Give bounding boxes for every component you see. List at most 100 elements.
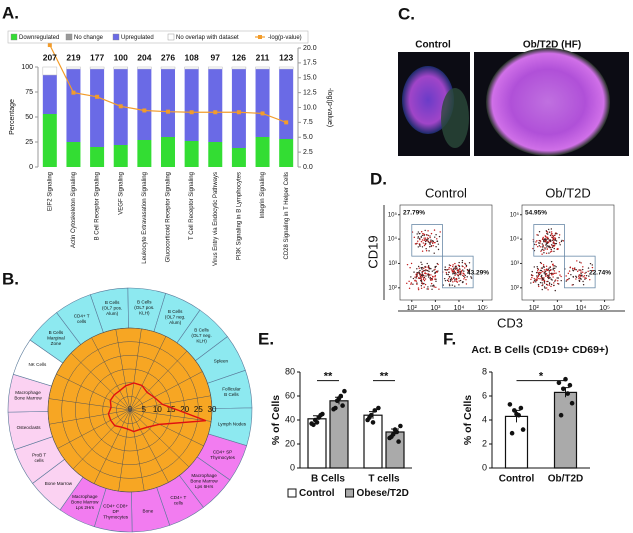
event-dot (568, 277, 570, 280)
event-dot (452, 265, 454, 268)
event-dot (562, 240, 565, 242)
event-dot (429, 246, 431, 248)
chart-title: Act. B Cells (CD19+ CD69+) (471, 344, 608, 356)
y-tick-label: 100 (21, 64, 33, 71)
line-marker (284, 120, 289, 125)
event-dot (416, 268, 418, 270)
event-dot (430, 274, 432, 276)
spoke (129, 336, 167, 411)
event-dot (456, 281, 459, 283)
event-dot (532, 281, 535, 283)
event-dot (549, 234, 552, 237)
bar-segment (137, 69, 152, 140)
count-label: 211 (256, 52, 270, 62)
event-dot (437, 263, 439, 266)
y-axis-label: CD19 (365, 235, 380, 268)
data-point (569, 400, 575, 406)
bar-segment (184, 141, 199, 167)
event-dot (567, 272, 570, 275)
y-tick-label: 2 (482, 438, 487, 448)
event-dot (433, 229, 436, 231)
plot-frame (521, 204, 615, 301)
event-dot (447, 273, 449, 276)
event-dot (439, 231, 441, 233)
r-tick-label: 10 (153, 405, 162, 414)
event-dot (549, 239, 551, 242)
event-dot (419, 245, 421, 247)
y2-axis-label: -log(p-value) (326, 88, 333, 127)
data-point (567, 382, 573, 388)
x-tick-label: VEGF Signaling (118, 172, 124, 215)
event-dot (545, 252, 548, 254)
event-dot (423, 267, 425, 269)
event-dot (543, 272, 546, 274)
data-point (333, 405, 338, 411)
event-dot (572, 269, 574, 271)
event-dot (547, 241, 550, 243)
event-dot (449, 264, 452, 267)
bar-segment (279, 139, 294, 167)
event-dot (444, 279, 447, 282)
event-dot (427, 286, 429, 288)
event-dot (463, 275, 465, 277)
event-dot (452, 273, 454, 275)
plot-title: Ob/T2D (545, 185, 591, 200)
y2-tick-label: 2.5 (303, 149, 313, 156)
panel-label: D. (370, 169, 387, 188)
event-dot (535, 241, 537, 243)
panel-label: C. (398, 4, 415, 23)
event-dot (544, 235, 547, 237)
y-axis-label: % of Cells (462, 395, 474, 445)
event-dot (423, 282, 425, 285)
y-tick-label: 0 (482, 462, 487, 472)
event-dot (553, 272, 556, 275)
event-dot (549, 266, 551, 269)
event-dot (422, 278, 425, 281)
event-dot (554, 239, 557, 241)
legend-label: No overlap with dataset (176, 35, 239, 41)
event-dot (530, 274, 533, 276)
data-point (514, 411, 519, 417)
event-dot (546, 236, 549, 239)
data-point (396, 439, 401, 444)
x-tick-label: B Cell Receptor Signaling (95, 172, 101, 240)
event-dot (544, 274, 546, 276)
event-dot (465, 283, 468, 285)
event-dot (421, 271, 423, 274)
y-tick-label: 10⁵ (388, 211, 398, 218)
event-dot (425, 266, 427, 268)
event-dot (582, 268, 584, 271)
event-dot (553, 242, 555, 244)
event-dot (546, 280, 548, 283)
event-dot (553, 284, 555, 287)
event-dot (448, 284, 451, 287)
event-dot (543, 279, 545, 282)
event-dot (544, 238, 547, 240)
event-dot (539, 261, 542, 264)
event-dot (539, 278, 541, 280)
event-dot (458, 265, 461, 268)
event-dot (417, 246, 419, 248)
event-dot (417, 288, 420, 291)
event-dot (533, 277, 535, 280)
legend-swatch (345, 488, 355, 498)
event-dot (453, 272, 455, 274)
legend-label: Control (299, 488, 335, 499)
spoke (115, 329, 131, 411)
event-dot (419, 269, 421, 272)
event-dot (421, 263, 423, 266)
r-tick-label: 20 (180, 405, 189, 414)
bar-segment (278, 66, 294, 70)
event-dot (588, 275, 590, 277)
tissue-edge (441, 88, 469, 148)
event-dot (423, 239, 425, 242)
legend-swatch (65, 33, 73, 41)
data-point (509, 430, 515, 436)
event-dot (548, 275, 550, 278)
event-dot (420, 287, 423, 289)
event-dot (423, 234, 425, 237)
event-dot (413, 271, 415, 273)
line-marker (213, 110, 218, 115)
event-dot (541, 267, 544, 269)
